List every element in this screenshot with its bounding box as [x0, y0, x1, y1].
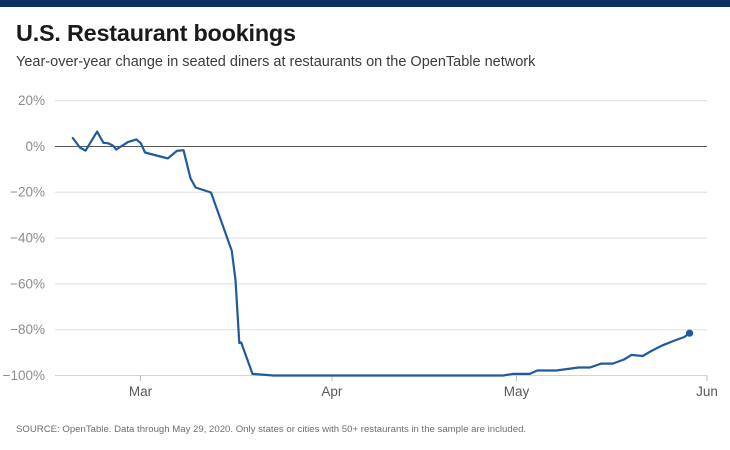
svg-text:Mar: Mar [129, 384, 153, 399]
svg-text:0%: 0% [25, 139, 45, 154]
svg-text:20%: 20% [18, 93, 45, 108]
svg-text:−40%: −40% [10, 231, 45, 246]
svg-text:May: May [504, 384, 530, 399]
svg-text:−100%: −100% [3, 368, 45, 383]
svg-text:Jun: Jun [696, 384, 718, 399]
svg-text:−60%: −60% [10, 276, 45, 291]
svg-text:−20%: −20% [10, 185, 45, 200]
svg-text:−80%: −80% [10, 322, 45, 337]
svg-text:Apr: Apr [321, 384, 343, 399]
